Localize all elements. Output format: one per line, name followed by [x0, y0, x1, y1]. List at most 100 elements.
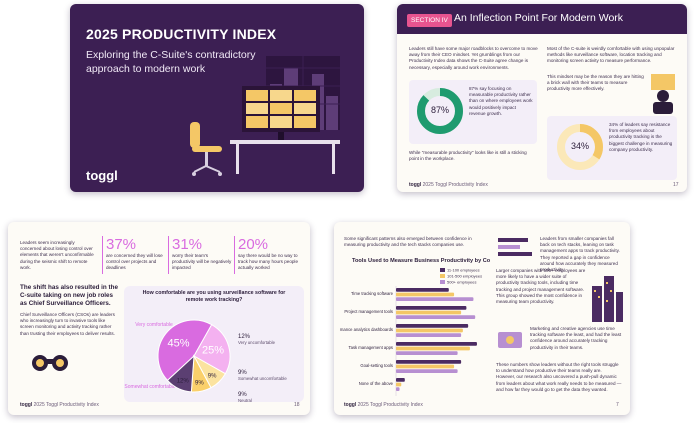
bar	[396, 288, 449, 292]
bar	[396, 306, 467, 310]
tools-page: Some significant patterns also emerged b…	[334, 222, 630, 415]
bar	[396, 328, 463, 333]
divider	[102, 236, 103, 274]
bar-category-label: Goal-setting tools	[360, 363, 393, 368]
stat-31-text: worry their team's productivity will be …	[172, 253, 232, 271]
toggl-logo: toggl	[86, 168, 118, 183]
stat-card-34: 34% 34% of leaders say resistance from e…	[547, 116, 677, 180]
pie-category-label: Very comfortable	[135, 322, 173, 328]
p4-right-top: Leaders from smaller companies fall back…	[540, 236, 620, 272]
stat-87-text: 87% say focusing on measurable productiv…	[469, 86, 533, 116]
stat-37: 37%	[106, 236, 137, 253]
bar-category-label: Time tracking software	[351, 291, 394, 296]
bar	[396, 360, 462, 364]
p4-right-low: Marketing and creative agencies use time…	[530, 326, 622, 350]
stat-31: 31%	[172, 236, 203, 253]
pie-category-label: Somewhat comfortable	[124, 384, 175, 390]
legend-label: 101-500 employees	[447, 274, 482, 279]
p4-right-mid: Larger companies with 500+ employees are…	[496, 268, 586, 304]
bar	[396, 297, 474, 301]
legend-label: 500+ employees	[447, 280, 476, 285]
section-title: An Inflection Point For Modern Work	[454, 12, 624, 24]
bar	[396, 382, 402, 387]
footer-text: 2025 Toggl Productivity Index	[422, 182, 488, 188]
surveillance-page: Leaders seem increasingly concerned abou…	[8, 222, 310, 415]
stat-20-text: say there would be no way to track how m…	[238, 253, 299, 271]
section-iv-page: SECTION IV An Inflection Point For Moder…	[397, 4, 687, 192]
bar	[396, 333, 462, 337]
p4-bottom: These numbers show leaders without the r…	[496, 362, 622, 392]
bar	[396, 387, 400, 391]
bar	[396, 364, 455, 369]
stat-37-text: are concerned they will lose control ove…	[106, 253, 163, 271]
pie-category-label: Somewhat uncomfortable	[238, 376, 287, 381]
section-intro: Leaders still have some major roadblocks…	[409, 46, 538, 70]
bar-category-label: None of the above	[359, 381, 394, 386]
stat-34-text: 34% of leaders say resistance from emplo…	[609, 122, 673, 152]
p3-intro: Leaders seem increasingly concerned abou…	[20, 240, 94, 270]
cover-subtitle: Exploring the C-Suite's contradictory ap…	[86, 49, 256, 75]
pie-slice	[193, 323, 231, 375]
bar-category-label: Project management tools	[344, 309, 393, 314]
donut-87	[417, 88, 463, 134]
comfort-pie-chart: 45% Very comfortable 25% Somewhat comfortab…	[124, 319, 287, 402]
footer-text: 2025 Toggl Productivity Index	[357, 402, 423, 408]
bar-category-label: Task management apps	[349, 345, 393, 350]
bar	[396, 324, 469, 328]
divider	[234, 236, 235, 274]
pie-category-label: Very uncomfortable	[238, 340, 276, 345]
footer-brand: toggl	[20, 402, 33, 408]
pie-category-label: Neutral	[238, 398, 252, 402]
bar	[396, 351, 458, 355]
bar	[396, 315, 476, 319]
legend-label: 11-100 employees	[447, 268, 480, 273]
page-number: 7	[616, 402, 619, 408]
bar	[396, 342, 477, 346]
pie-value-label: 45%	[167, 338, 189, 350]
pie-value-label: 12%	[177, 378, 190, 384]
bar	[396, 292, 455, 297]
pie-outer-value: 9%	[238, 392, 247, 398]
chart-title: How comfortable are you using surveillan…	[142, 290, 286, 303]
right-text: Most of the C-suite is weirdly comfortab…	[547, 46, 675, 64]
pie-value-label: 25%	[202, 345, 224, 357]
page-number: 17	[673, 182, 679, 188]
stat-card-87: 87% 87% say focusing on measurable produ…	[409, 80, 537, 144]
section-tag: SECTION IV	[407, 14, 452, 27]
right-text-2: This mindset may be the reason they are …	[547, 74, 644, 92]
tools-bar-chart: Tools Used to Measure Business Productiv…	[340, 258, 490, 396]
legend-swatch	[440, 280, 445, 284]
stat-87-value: 87%	[430, 105, 449, 115]
binoculars-icon	[32, 355, 68, 371]
pie-slice	[166, 354, 195, 393]
footer: toggl 2025 Toggl Productivity Index	[20, 402, 99, 408]
footer-brand: toggl	[344, 402, 357, 408]
bar	[396, 369, 458, 373]
legend-swatch	[440, 274, 445, 278]
page-number: 18	[294, 402, 300, 408]
legend-swatch	[440, 268, 445, 272]
p4-intro: Some significant patterns also emerged b…	[344, 236, 472, 248]
pie-value-label: 9%	[195, 380, 204, 386]
buildings-icon	[592, 276, 623, 322]
office-illustration	[190, 56, 340, 176]
footer-brand: toggl	[409, 182, 422, 188]
p3-body: Chief Surveillance Officers (CSOs) are l…	[20, 312, 115, 336]
divider	[168, 236, 169, 274]
bar-category-label: Performance analytics dashboards	[340, 327, 393, 332]
pie-outer-value: 12%	[238, 334, 251, 340]
cover-title: 2025 PRODUCTIVITY INDEX	[86, 26, 277, 42]
pie-slice	[157, 319, 213, 382]
cover-page: 2025 PRODUCTIVITY INDEX Exploring the C-…	[70, 4, 364, 192]
footer-text: 2025 Toggl Productivity Index	[33, 402, 99, 408]
quote-line: While "measurable productivity" looks li…	[409, 150, 527, 162]
bar	[396, 378, 405, 382]
bar-chart-title: Tools Used to Measure Business Productiv…	[352, 258, 490, 264]
donut-34	[557, 124, 603, 170]
stat-34-value: 34%	[570, 141, 589, 151]
footer: toggl 2025 Toggl Productivity Index	[344, 402, 423, 408]
creative-icon	[498, 332, 522, 348]
p3-heading: The shift has also resulted in the C-sui…	[20, 284, 118, 308]
bar	[396, 346, 470, 351]
pie-outer-value: 9%	[238, 370, 247, 376]
